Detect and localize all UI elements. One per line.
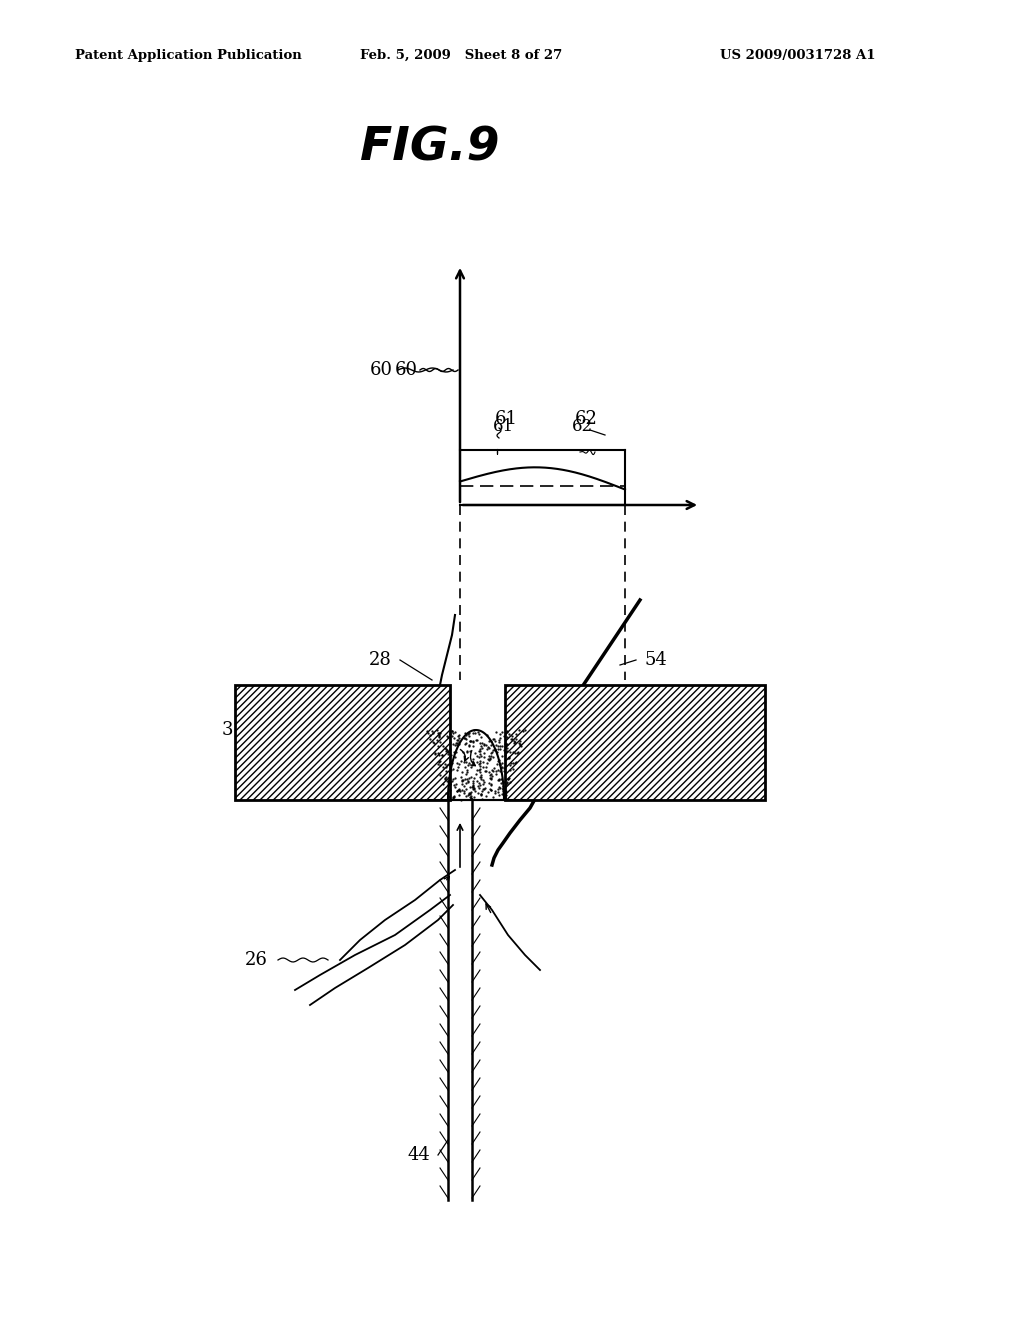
Text: 60: 60 <box>370 360 393 379</box>
Text: 62: 62 <box>575 411 598 428</box>
Text: Feb. 5, 2009   Sheet 8 of 27: Feb. 5, 2009 Sheet 8 of 27 <box>360 49 562 62</box>
Bar <box>234 685 450 800</box>
Text: Patent Application Publication: Patent Application Publication <box>75 49 302 62</box>
Text: 28: 28 <box>369 651 392 669</box>
Text: FIG.9: FIG.9 <box>360 125 500 170</box>
Text: 61: 61 <box>495 411 518 428</box>
Bar <box>234 685 450 800</box>
Text: US 2009/0031728 A1: US 2009/0031728 A1 <box>720 49 876 62</box>
Text: 62: 62 <box>572 418 593 436</box>
Bar <box>505 685 765 800</box>
Text: 44: 44 <box>408 1146 430 1164</box>
Text: 54: 54 <box>645 651 668 669</box>
Text: 31: 31 <box>222 721 245 739</box>
Text: 26: 26 <box>245 950 268 969</box>
Text: 60: 60 <box>395 360 418 379</box>
Text: 61: 61 <box>493 418 514 436</box>
Bar <box>505 685 765 800</box>
